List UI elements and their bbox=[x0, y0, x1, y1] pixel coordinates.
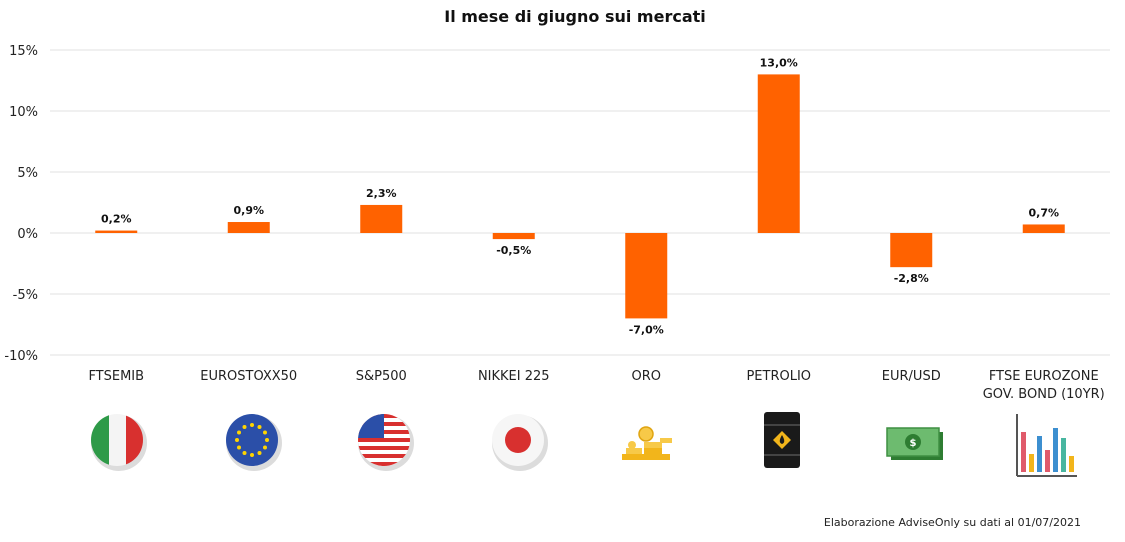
category-label: NIKKEI 225 bbox=[478, 369, 550, 384]
chart-title: Il mese di giugno sui mercati bbox=[444, 7, 706, 26]
category-label: FTSE EUROZONE bbox=[989, 369, 1099, 384]
eu-star bbox=[262, 430, 267, 435]
bar bbox=[360, 204, 403, 233]
data-label: 13,0% bbox=[760, 56, 798, 69]
data-label: 2,3% bbox=[366, 187, 397, 200]
usa-flag-icon bbox=[358, 414, 414, 471]
y-tick-label: 0% bbox=[17, 227, 38, 242]
y-tick-label: 5% bbox=[17, 166, 38, 181]
category-label: GOV. BOND (10YR) bbox=[983, 387, 1105, 402]
bar bbox=[1022, 224, 1065, 233]
italy-flag-icon bbox=[91, 414, 147, 471]
data-label: -2,8% bbox=[894, 272, 929, 285]
y-tick-label: -5% bbox=[13, 288, 38, 303]
svg-text:$: $ bbox=[910, 438, 917, 449]
bar bbox=[757, 74, 800, 234]
category-label: FTSEMIB bbox=[88, 369, 144, 384]
bars bbox=[95, 74, 1065, 319]
data-label: -0,5% bbox=[496, 244, 531, 257]
eu-star bbox=[237, 445, 242, 450]
icons-row: $ bbox=[91, 412, 1077, 477]
bar bbox=[625, 233, 668, 319]
eu-star bbox=[265, 438, 269, 442]
source-note: Elaborazione AdviseOnly su dati al 01/07… bbox=[824, 516, 1081, 529]
banknotes-icon: $ bbox=[886, 427, 943, 460]
y-tick-label: 10% bbox=[9, 105, 38, 120]
y-axis-ticks: 15% 10% 5% 0% -5% -10% bbox=[4, 44, 38, 364]
eu-flag-icon bbox=[226, 414, 282, 471]
eu-star bbox=[242, 450, 247, 455]
eu-star bbox=[257, 425, 262, 430]
data-labels: 0,2% 0,9% 2,3% -0,5% -7,0% 13,0% -2,8% 0,7% bbox=[101, 56, 1059, 336]
category-label: ORO bbox=[632, 369, 662, 384]
bar bbox=[95, 230, 138, 233]
y-tick-label: 15% bbox=[9, 44, 38, 59]
eu-star bbox=[262, 445, 267, 450]
gold-coins-icon bbox=[622, 426, 672, 460]
data-label: 0,2% bbox=[101, 213, 132, 226]
gridlines bbox=[50, 49, 1110, 356]
category-label: EUR/USD bbox=[882, 369, 941, 384]
data-label: 0,7% bbox=[1028, 206, 1059, 219]
eu-star bbox=[257, 450, 262, 455]
oil-barrel-icon bbox=[764, 412, 800, 468]
y-tick-label: -10% bbox=[4, 349, 38, 364]
eu-star bbox=[250, 423, 254, 427]
category-label: S&P500 bbox=[356, 369, 407, 384]
category-label: EUROSTOXX50 bbox=[200, 369, 297, 384]
category-label: PETROLIO bbox=[746, 369, 811, 384]
eu-star bbox=[250, 453, 254, 457]
bar-chart-icon bbox=[1016, 414, 1077, 477]
eu-star bbox=[242, 425, 247, 430]
japan-flag-icon bbox=[492, 414, 548, 471]
eu-star bbox=[235, 438, 239, 442]
eu-star bbox=[237, 430, 242, 435]
data-label: 0,9% bbox=[233, 204, 264, 217]
bar bbox=[890, 233, 933, 268]
bar bbox=[227, 222, 270, 233]
data-label: -7,0% bbox=[629, 323, 664, 336]
bar bbox=[492, 233, 535, 240]
category-labels: FTSEMIB EUROSTOXX50 S&P500 NIKKEI 225 ORO PET… bbox=[88, 369, 1104, 402]
